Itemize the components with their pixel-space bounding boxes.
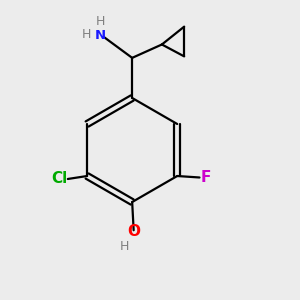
Text: H: H	[96, 15, 105, 28]
Text: Cl: Cl	[51, 172, 67, 187]
Text: H: H	[81, 28, 91, 41]
Text: O: O	[127, 224, 140, 239]
Text: H: H	[120, 239, 129, 253]
Text: F: F	[200, 170, 211, 185]
Text: N: N	[95, 29, 106, 42]
